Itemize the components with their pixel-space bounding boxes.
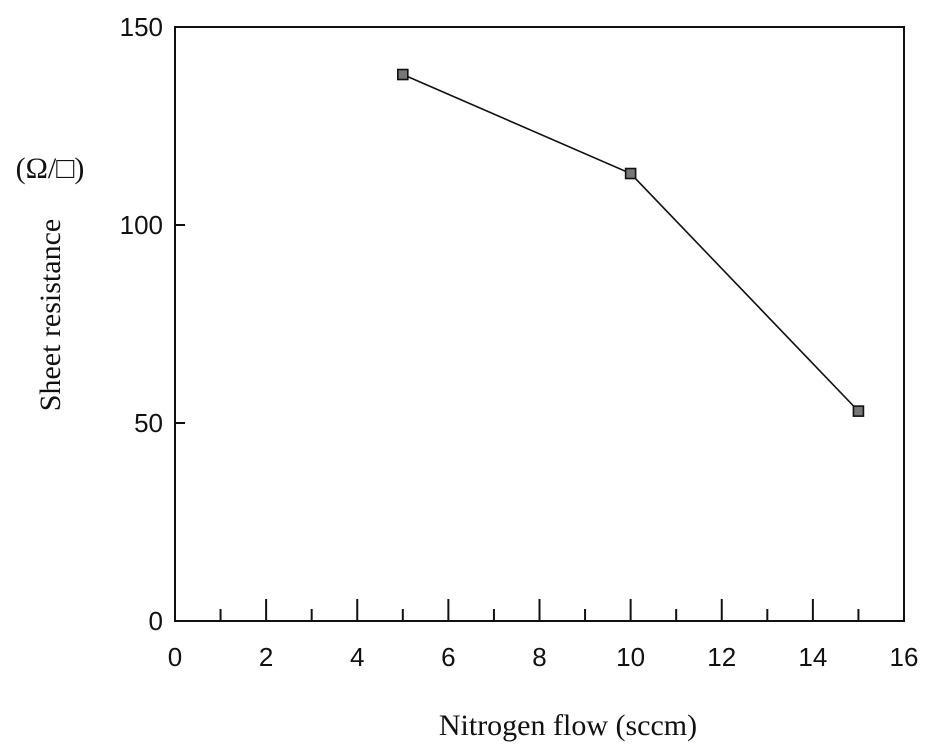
y-axis-ticks: 0 50 100 150 [120,12,185,636]
x-tick-label: 0 [168,642,182,672]
y-axis-title: Sheet resistance [34,219,67,411]
series-line [402,73,860,412]
y-tick-label: 150 [120,12,163,42]
x-tick-label: 14 [798,642,827,672]
y-axis-unit: (Ω/□) [16,152,85,185]
y-tick-label: 100 [120,210,163,240]
x-tick-label: 12 [707,642,736,672]
y-tick-label: 50 [134,408,163,438]
x-tick-label: 4 [350,642,364,672]
data-point-marker [397,68,409,81]
x-tick-label: 10 [616,642,645,672]
data-point-marker [624,167,637,180]
y-tick-label: 0 [149,606,163,636]
x-tick-label: 2 [259,642,273,672]
x-tick-label: 6 [441,642,455,672]
x-tick-label: 16 [890,642,919,672]
x-axis-title: Nitrogen flow (sccm) [439,709,697,742]
x-axis-ticks: 0 2 4 6 8 10 12 14 16 [168,599,919,672]
x-tick-label: 8 [532,642,546,672]
series-layer [397,68,865,417]
plot-frame [174,26,905,622]
data-point-marker [852,405,865,417]
